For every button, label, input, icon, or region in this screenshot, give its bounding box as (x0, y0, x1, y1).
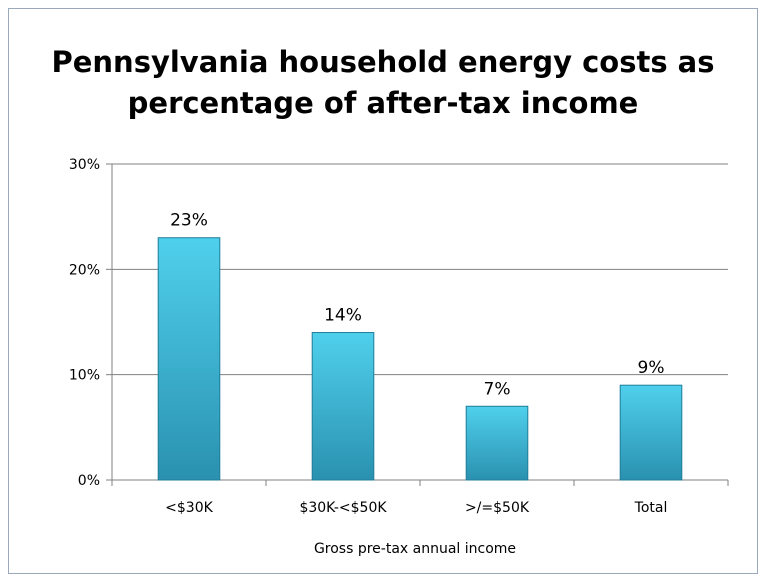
y-tick-label: 0% (78, 473, 100, 489)
data-label: 23% (170, 211, 208, 231)
y-tick-label: 30% (69, 157, 100, 173)
x-tick-label: Total (634, 500, 668, 516)
data-label: 14% (324, 306, 362, 326)
x-tick-label: <$30K (165, 500, 213, 516)
data-label: 7% (484, 379, 511, 399)
y-tick-label: 20% (69, 262, 100, 278)
bar-0 (157, 237, 221, 481)
data-label: 9% (638, 358, 665, 378)
x-axis-title: Gross pre-tax annual income (314, 541, 516, 557)
bar-2 (465, 405, 529, 481)
y-tick-label: 10% (69, 368, 100, 384)
x-tick-label: $30K-<$50K (299, 500, 387, 516)
labels: 0% 10% 20% 30% 23% <$30K 14% $30K-<$50K 7% >/=$50… (69, 157, 667, 557)
bars (157, 237, 683, 481)
chart-title: Pennsylvania household energy costs as p… (51, 45, 715, 121)
bar-1 (311, 332, 375, 481)
bar-3 (619, 384, 683, 481)
x-tick-label: >/=$50K (465, 500, 530, 516)
